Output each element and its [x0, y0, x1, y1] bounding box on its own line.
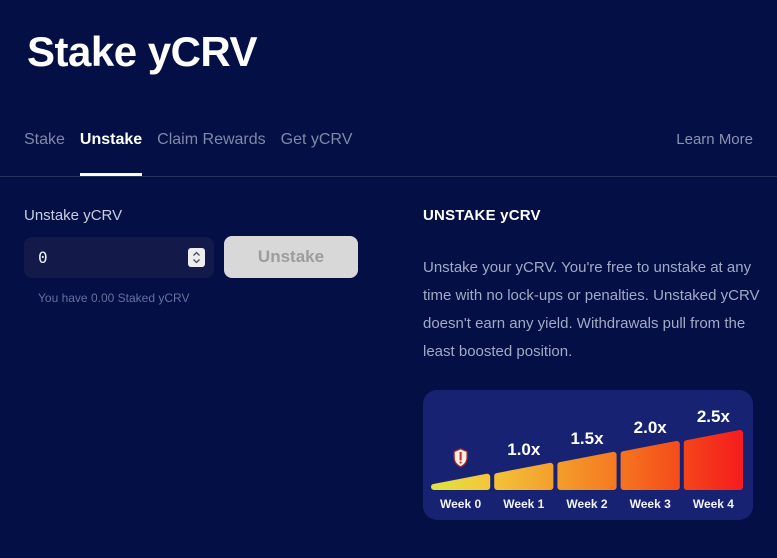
info-description: Unstake your yCRV. You're free to unstak… [423, 259, 760, 360]
info-heading: UNSTAKE yCRV [423, 207, 541, 224]
multiplier-label-2: 1.5x [570, 429, 604, 448]
week-label-1: Week 1 [503, 497, 544, 511]
unstake-info: UNSTAKE yCRV Unstake your yCRV. You're f… [423, 207, 768, 520]
ramp-segment-2 [557, 451, 617, 490]
shield-icon [453, 448, 468, 468]
tab-bar-divider [0, 176, 777, 177]
week-label-3: Week 3 [630, 497, 671, 511]
boost-chart-card: Week 0 1.0x Week 1 1.5x Week 2 2.0x Week 3 2.5x… [423, 390, 753, 520]
tab-unstake[interactable]: Unstake [79, 131, 143, 176]
ramp-segment-0 [431, 473, 491, 490]
ramp-segment-1 [494, 462, 554, 490]
amount-input[interactable] [24, 236, 214, 278]
tab-claim-rewards[interactable]: Claim Rewards [157, 131, 266, 148]
multiplier-label-3: 2.0x [634, 418, 668, 437]
amount-spinner[interactable] [188, 247, 205, 267]
ramp-segment-3 [620, 440, 680, 490]
tab-get-ycrv[interactable]: Get yCRV [280, 131, 353, 148]
spinner-up-icon[interactable] [192, 251, 201, 257]
page-title: Stake yCRV [27, 28, 258, 75]
balance-text: You have 0.00 Staked yCRV [38, 291, 190, 305]
amount-row: Unstake [24, 236, 358, 278]
main-content: Unstake yCRV Unstake You have 0.00 Stak [0, 207, 777, 520]
unstake-form: Unstake yCRV Unstake You have 0.00 Stak [24, 207, 358, 520]
boost-ramp-chart: Week 0 1.0x Week 1 1.5x Week 2 2.0x Week 3 2.5x… [431, 407, 743, 511]
multiplier-label-1: 1.0x [507, 440, 541, 459]
stake-ycrv-page: Stake yCRV Stake Unstake Claim Rewards G… [0, 28, 777, 558]
spinner-down-icon[interactable] [192, 258, 201, 264]
tab-stake[interactable]: Stake [24, 131, 65, 148]
amount-input-wrap [24, 236, 214, 278]
week-label-2: Week 2 [566, 497, 607, 511]
week-label-0: Week 0 [440, 497, 481, 511]
amount-label: Unstake yCRV [24, 207, 123, 224]
learn-more-link[interactable]: Learn More [676, 131, 753, 148]
multiplier-label-4: 2.5x [697, 407, 731, 426]
ramp-segment-4 [683, 430, 743, 490]
week-label-4: Week 4 [693, 497, 734, 511]
unstake-button[interactable]: Unstake [224, 236, 358, 278]
tab-bar: Stake Unstake Claim Rewards Get yCRV Lea… [0, 130, 777, 176]
